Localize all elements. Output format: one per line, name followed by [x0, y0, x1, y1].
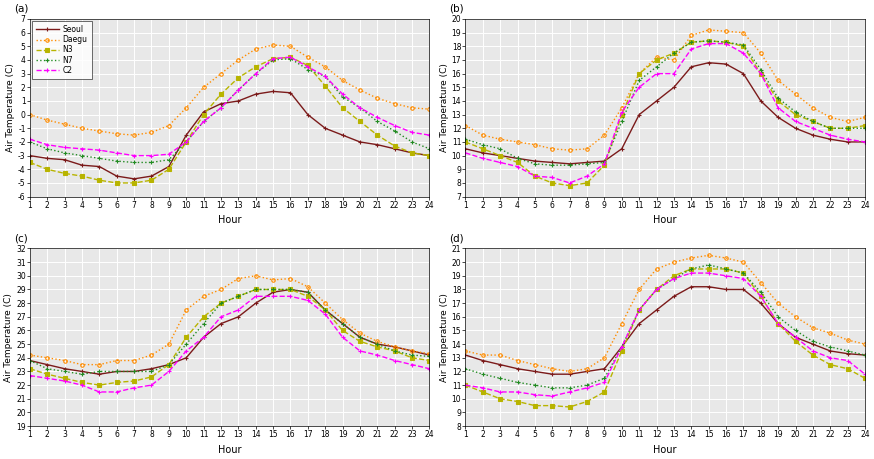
Text: (b): (b) [449, 4, 464, 14]
Y-axis label: Air Temperature (C): Air Temperature (C) [4, 293, 13, 382]
X-axis label: Hour: Hour [654, 215, 677, 225]
Y-axis label: Air Temperature (C): Air Temperature (C) [440, 63, 449, 152]
Y-axis label: Air Temperature (C): Air Temperature (C) [6, 63, 15, 152]
Text: (a): (a) [14, 4, 28, 14]
Y-axis label: Air Temperature (C): Air Temperature (C) [440, 293, 449, 382]
X-axis label: Hour: Hour [654, 445, 677, 455]
Text: (c): (c) [14, 233, 28, 243]
X-axis label: Hour: Hour [218, 215, 241, 225]
X-axis label: Hour: Hour [218, 445, 241, 455]
Text: (d): (d) [449, 233, 464, 243]
Legend: Seoul, Daegu, N3, N7, C2: Seoul, Daegu, N3, N7, C2 [32, 21, 92, 78]
